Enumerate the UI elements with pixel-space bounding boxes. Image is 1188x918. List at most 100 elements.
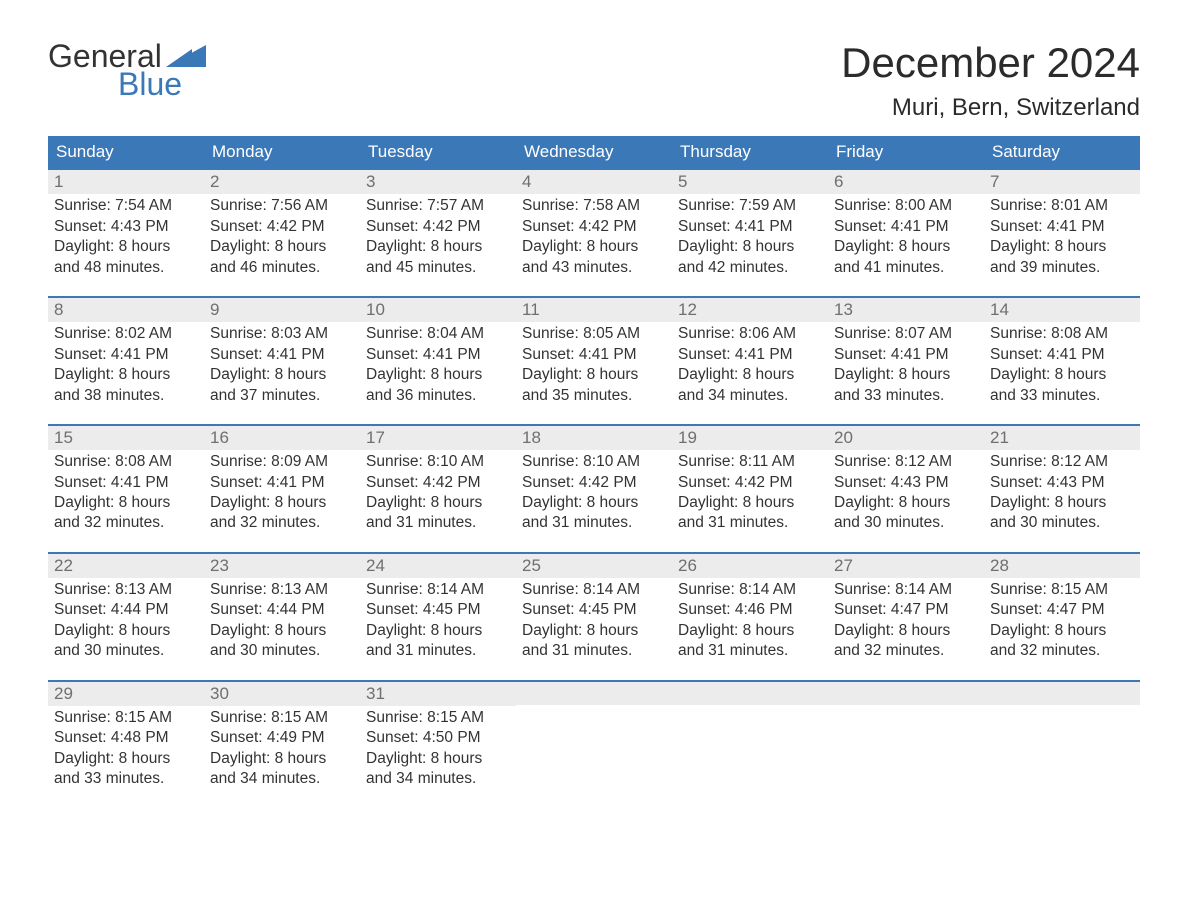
sunset-line: Sunset: 4:41 PM (834, 217, 978, 237)
sunset-label: Sunset: (678, 346, 735, 363)
sunset-line: Sunset: 4:47 PM (834, 600, 978, 620)
sunset-value: 4:50 PM (423, 729, 481, 746)
day-cell: 9Sunrise: 8:03 AMSunset: 4:41 PMDaylight… (204, 298, 360, 406)
sunrise-line: Sunrise: 8:10 AM (366, 452, 510, 472)
day-cell (672, 682, 828, 790)
sunrise-value: 7:58 AM (583, 197, 640, 214)
daylight-line-2: and 42 minutes. (678, 258, 822, 278)
sunrise-line: Sunrise: 8:11 AM (678, 452, 822, 472)
day-body: Sunrise: 8:09 AMSunset: 4:41 PMDaylight:… (204, 450, 360, 534)
sunrise-value: 7:57 AM (427, 197, 484, 214)
sunrise-label: Sunrise: (678, 453, 739, 470)
sunset-line: Sunset: 4:41 PM (366, 345, 510, 365)
sunset-line: Sunset: 4:41 PM (990, 217, 1134, 237)
sunrise-label: Sunrise: (366, 197, 427, 214)
sunset-value: 4:41 PM (111, 346, 169, 363)
sunset-label: Sunset: (990, 346, 1047, 363)
sunset-value: 4:46 PM (735, 601, 793, 618)
day-number: 1 (48, 170, 204, 194)
daylight-line-2: and 31 minutes. (366, 513, 510, 533)
day-body: Sunrise: 8:04 AMSunset: 4:41 PMDaylight:… (360, 322, 516, 406)
daylight-line-2: and 34 minutes. (210, 769, 354, 789)
sunset-label: Sunset: (990, 601, 1047, 618)
empty-day (672, 682, 828, 705)
day-cell: 10Sunrise: 8:04 AMSunset: 4:41 PMDayligh… (360, 298, 516, 406)
sunset-line: Sunset: 4:45 PM (522, 600, 666, 620)
week-row: 1 Sunrise: 7:54 AM Sunset: 4:43 PM Daylight… (48, 168, 1140, 278)
sunrise-value: 8:15 AM (115, 709, 172, 726)
sunset-value: 4:41 PM (891, 346, 949, 363)
sunset-label: Sunset: (990, 474, 1047, 491)
sunrise-label: Sunrise: (366, 709, 427, 726)
sunset-label: Sunset: (522, 346, 579, 363)
sunrise-line: Sunrise: 8:04 AM (366, 324, 510, 344)
sunrise-value: 7:54 AM (115, 197, 172, 214)
sunset-label: Sunset: (366, 346, 423, 363)
sunset-label: Sunset: (522, 474, 579, 491)
day-number: 6 (828, 170, 984, 194)
sunrise-value: 8:10 AM (427, 453, 484, 470)
day-cell (516, 682, 672, 790)
day-body: Sunrise: 8:03 AMSunset: 4:41 PMDaylight:… (204, 322, 360, 406)
daylight-line-1: Daylight: 8 hours (366, 749, 510, 769)
daylight-line-2: and 39 minutes. (990, 258, 1134, 278)
day-body: Sunrise: 8:13 AMSunset: 4:44 PMDaylight:… (48, 578, 204, 662)
header: General Blue December 2024 Muri, Bern, S… (48, 40, 1140, 122)
sunrise-label: Sunrise: (678, 325, 739, 342)
daylight-line-2: and 32 minutes. (54, 513, 198, 533)
day-cell: 3Sunrise: 7:57 AMSunset: 4:42 PMDaylight… (360, 170, 516, 278)
sunrise-line: Sunrise: 8:03 AM (210, 324, 354, 344)
sunset-value: 4:42 PM (735, 474, 793, 491)
day-cell: 25Sunrise: 8:14 AMSunset: 4:45 PMDayligh… (516, 554, 672, 662)
daylight-line-1: Daylight: 8 hours (366, 365, 510, 385)
sunrise-label: Sunrise: (834, 453, 895, 470)
sunset-value: 4:43 PM (1047, 474, 1105, 491)
day-cell: 14Sunrise: 8:08 AMSunset: 4:41 PMDayligh… (984, 298, 1140, 406)
day-body: Sunrise: 8:15 AMSunset: 4:48 PMDaylight:… (48, 706, 204, 790)
sunset-label: Sunset: (210, 601, 267, 618)
day-cell: 16Sunrise: 8:09 AMSunset: 4:41 PMDayligh… (204, 426, 360, 534)
daylight-line-1: Daylight: 8 hours (834, 621, 978, 641)
sunset-line: Sunset: 4:43 PM (990, 473, 1134, 493)
day-body: Sunrise: 8:14 AMSunset: 4:47 PMDaylight:… (828, 578, 984, 662)
sunset-line: Sunset: 4:41 PM (678, 345, 822, 365)
sunset-line: Sunset: 4:42 PM (210, 217, 354, 237)
day-body: Sunrise: 8:01 AMSunset: 4:41 PMDaylight:… (984, 194, 1140, 278)
sunrise-label: Sunrise: (210, 197, 271, 214)
sunset-label: Sunset: (678, 218, 735, 235)
day-cell: 15Sunrise: 8:08 AMSunset: 4:41 PMDayligh… (48, 426, 204, 534)
day-number: 3 (360, 170, 516, 194)
sunrise-value: 8:08 AM (115, 453, 172, 470)
sunrise-label: Sunrise: (54, 709, 115, 726)
sunrise-value: 8:15 AM (427, 709, 484, 726)
sunset-value: 4:41 PM (891, 218, 949, 235)
sunset-value: 4:42 PM (423, 474, 481, 491)
daylight-line-1: Daylight: 8 hours (522, 365, 666, 385)
sunset-label: Sunset: (834, 218, 891, 235)
day-cell: 30Sunrise: 8:15 AMSunset: 4:49 PMDayligh… (204, 682, 360, 790)
day-number: 11 (516, 298, 672, 322)
sunrise-value: 8:07 AM (895, 325, 952, 342)
day-number: 10 (360, 298, 516, 322)
sunset-value: 4:41 PM (267, 474, 325, 491)
location-text: Muri, Bern, Switzerland (841, 94, 1140, 122)
day-number: 15 (48, 426, 204, 450)
daylight-line-1: Daylight: 8 hours (834, 237, 978, 257)
sunrise-line: Sunrise: 8:14 AM (678, 580, 822, 600)
sunset-label: Sunset: (366, 601, 423, 618)
sunset-value: 4:43 PM (891, 474, 949, 491)
daylight-line-1: Daylight: 8 hours (522, 493, 666, 513)
day-cell: 27Sunrise: 8:14 AMSunset: 4:47 PMDayligh… (828, 554, 984, 662)
sunrise-label: Sunrise: (522, 581, 583, 598)
daylight-line-1: Daylight: 8 hours (678, 237, 822, 257)
daylight-line-1: Daylight: 8 hours (54, 365, 198, 385)
sunrise-line: Sunrise: 7:59 AM (678, 196, 822, 216)
sunset-label: Sunset: (54, 474, 111, 491)
sunrise-label: Sunrise: (678, 197, 739, 214)
daylight-line-2: and 33 minutes. (834, 386, 978, 406)
sunrise-value: 8:12 AM (1051, 453, 1108, 470)
sunset-value: 4:43 PM (111, 218, 169, 235)
sunrise-line: Sunrise: 8:09 AM (210, 452, 354, 472)
dow-friday: Friday (828, 136, 984, 168)
day-number: 28 (984, 554, 1140, 578)
